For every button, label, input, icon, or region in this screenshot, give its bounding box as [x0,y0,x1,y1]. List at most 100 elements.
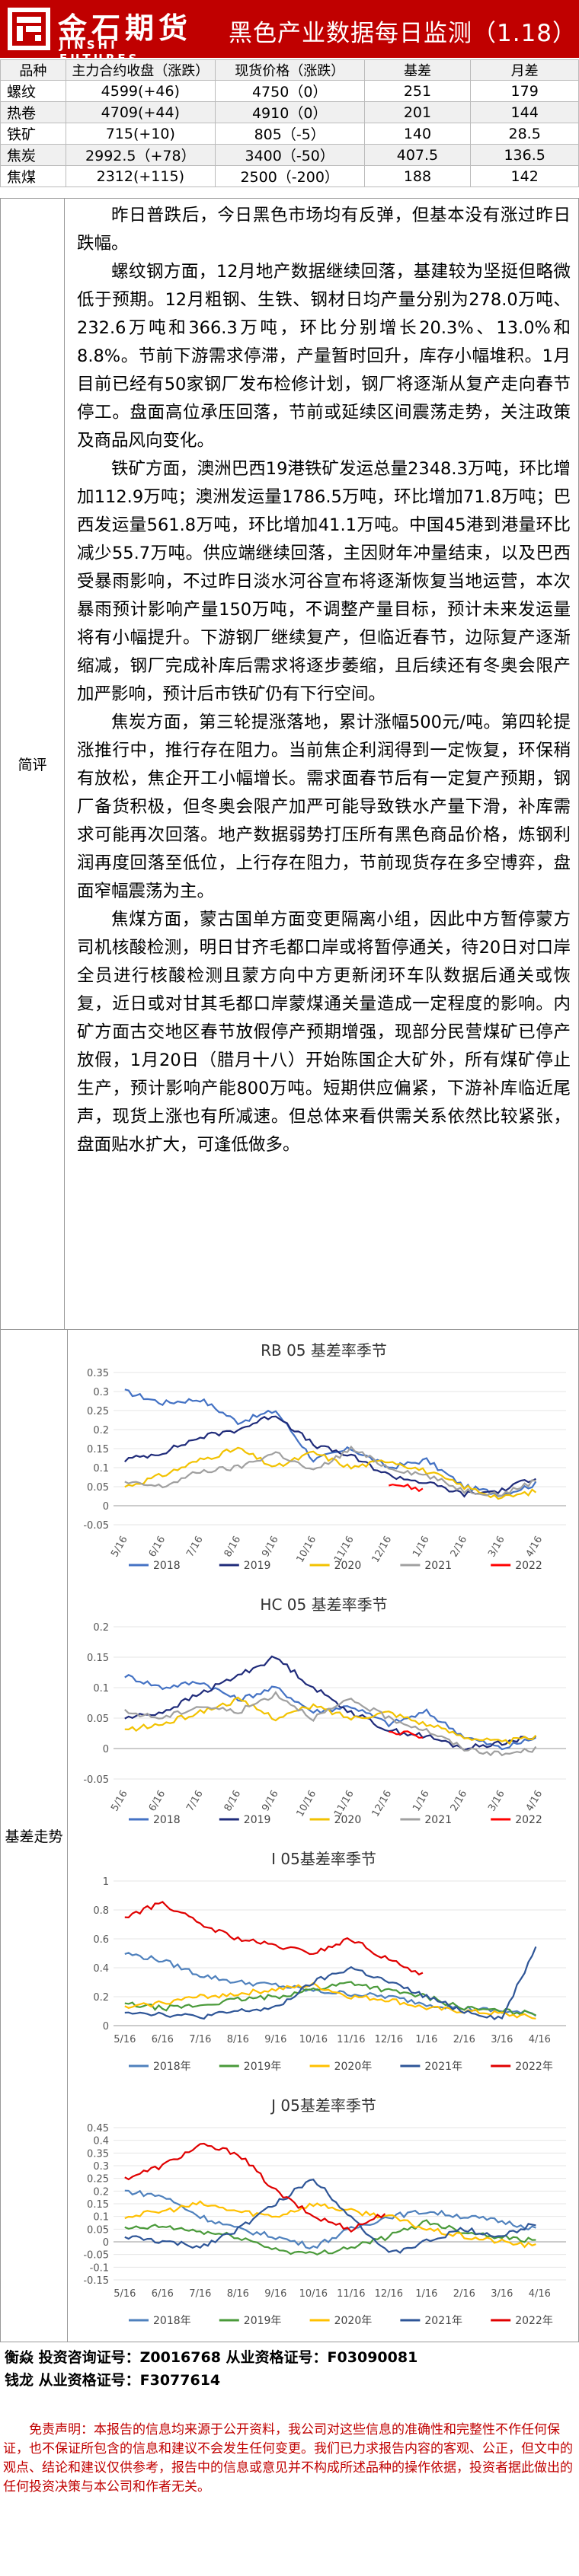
y-tick-label: -0.05 [83,1774,109,1786]
y-tick-label: 0.1 [93,1463,109,1475]
table-cell: 188 [363,165,472,187]
x-tick-label: 8/16 [227,2288,249,2300]
y-tick-label: 0.1 [93,1683,109,1694]
x-tick-label: 10/16 [295,1789,319,1819]
analyst-line: 衡焱 投资咨询证号：Z0016768 从业资格证号：F03090081 [5,2349,418,2366]
legend-label: 2018年 [153,2315,191,2327]
x-tick-label: 4/16 [524,1789,545,1814]
y-tick-label: 0.1 [93,2212,109,2224]
x-tick-label: 2/16 [449,1535,470,1560]
table-cell: 热卷 [0,101,66,123]
rb-basis-chart: RB 05 基差率季节 0.35 0.3 0.25 0.2 0.15 0.1 0.05 0 -0.… [71,1333,577,1584]
basis-label: 基差走势 [1,1330,68,2342]
header-cell-variety: 品种 [0,59,66,81]
report-title: 黑色产业数据每日监测（1.18） [229,20,577,47]
x-tick-label: 11/16 [337,2288,365,2300]
legend-label: 2022 [515,1814,542,1826]
y-tick-label: -0.1 [90,2262,109,2274]
y-tick-label: 0.3 [93,2161,109,2173]
x-tick-label: 5/16 [114,2034,136,2045]
x-tick-label: 8/16 [227,2034,249,2045]
x-tick-label: 10/16 [299,2288,328,2300]
x-tick-label: 10/16 [299,2034,328,2045]
legend-label: 2022 [515,1560,542,1572]
y-tick-label: 0 [103,2237,109,2249]
series-line [124,1655,537,1752]
legend-label: 2020年 [334,2315,373,2327]
y-tick-label: 0.2 [93,2186,109,2198]
x-tick-label: 9/16 [260,1535,281,1560]
y-tick-label: 0 [103,1744,109,1755]
y-tick-label: 0.45 [87,2123,109,2134]
y-tick-label: -0.05 [83,2250,109,2262]
table-cell: 201 [363,101,472,123]
series-line [124,2200,536,2249]
table-row: 焦炭 2992.5（+78） 3400（-50） 407.5 136.5 [0,144,579,166]
logo-cn-text: 金石期货 [58,11,193,45]
disclaimer: 免责声明：本报告的信息均来源于公开资料，我公司对这些信息的准确性和完整性不作任何… [3,2422,573,2495]
x-tick-label: 5/16 [109,1789,130,1814]
y-tick-label: 0.2 [93,1425,109,1436]
y-tick-label: 0.15 [87,2199,109,2211]
table-cell: 铁矿 [0,123,66,145]
company-logo-icon [8,8,50,50]
legend-label: 2022年 [515,2061,553,2073]
table-row: 铁矿 715(+10) 805（-5） 140 28.5 [0,123,579,145]
legend-label: 2018 [153,1560,181,1572]
legend-label: 2021年 [424,2315,462,2327]
series-line [124,1445,536,1497]
y-tick-label: 0.4 [93,2136,109,2147]
price-table: 品种 主力合约收盘（涨跌） 现货价格（涨跌） 基差 月差 螺纹 4599(+46… [0,59,579,187]
i-basis-chart-svg: I 05基差率季节 1 0.8 0.6 0.4 0.2 0 5/16 6/16 7/16 8/16 9… [93,1850,566,2073]
legend-label: 2019年 [244,2061,282,2073]
x-tick-label: 5/16 [114,2288,136,2300]
y-tick-label: 1 [103,1876,109,1888]
table-cell: 2992.5（+78） [65,144,216,166]
series-line [124,1901,424,1976]
header-cell-basis: 基差 [363,59,472,81]
x-tick-label: 6/16 [152,2288,174,2300]
x-tick-label: 11/16 [337,2034,365,2045]
table-cell: 4750（0） [214,80,365,102]
analyst-line: 钱龙 从业资格证号：F3077614 [5,2372,221,2389]
x-tick-label: 2/16 [453,2034,475,2045]
y-tick-label: 0.05 [87,1482,109,1494]
x-tick-label: 6/16 [147,1789,168,1814]
x-tick-label: 1/16 [411,1789,432,1814]
series-line [124,1446,537,1500]
table-cell: 136.5 [470,144,579,166]
table-cell: 螺纹 [0,80,66,102]
y-tick-label: 0.15 [87,1653,109,1664]
y-tick-label: 0.05 [87,1714,109,1725]
commentary-paragraph: 螺纹钢方面，12月地产数据继续回落，基建较为坚挺但略微低于预期。12月粗钢、生铁… [77,262,571,451]
header-cell-spread: 月差 [470,59,579,81]
x-tick-label: 9/16 [260,1789,281,1814]
x-tick-label: 3/16 [486,1535,507,1560]
x-tick-label: 6/16 [152,2034,174,2045]
legend-label: 2022年 [515,2315,553,2327]
series-line [124,2189,536,2249]
table-cell: 407.5 [363,144,472,166]
header-cell-spot: 现货价格（涨跌） [214,59,365,81]
header-cell-close: 主力合约收盘（涨跌） [65,59,216,81]
basis-section: 基差走势 RB 05 基差率季节 0.35 0.3 0.25 0.2 0.15 0.1 0.0… [0,1330,579,2342]
x-tick-label: 8/16 [222,1535,244,1560]
x-tick-label: 3/16 [491,2288,513,2300]
legend-label: 2021 [424,1560,452,1572]
commentary-paragraph: 铁矿方面，澳洲巴西19港铁矿发运总量2348.3万吨，环比增加112.9万吨；澳… [77,459,571,704]
series-line [124,2178,536,2254]
y-tick-label: 0.25 [87,1406,109,1417]
table-cell: 144 [470,101,579,123]
table-cell: 715(+10) [65,123,216,145]
j-basis-chart: J 05基差率季节 0.45 0.4 0.35 0.3 0.25 0.2 0.15 0.1 0.0… [71,2088,577,2339]
table-cell: 2312(+115) [65,165,216,187]
table-cell: 4709(+44) [65,101,216,123]
y-tick-label: 0.3 [93,1387,109,1398]
y-tick-label: 0 [103,1501,109,1513]
series-line [124,2142,386,2233]
table-cell: 142 [470,165,579,187]
commentary-text: 昨日普跌后，今日黑色市场均有反弹，但基本没有涨过昨日跌幅。 螺纹钢方面，12月地… [77,202,571,1159]
legend-label: 2019 [244,1560,271,1572]
table-row: 焦煤 2312(+115) 2500（-200） 188 142 [0,165,579,187]
series-line [389,1483,424,1493]
